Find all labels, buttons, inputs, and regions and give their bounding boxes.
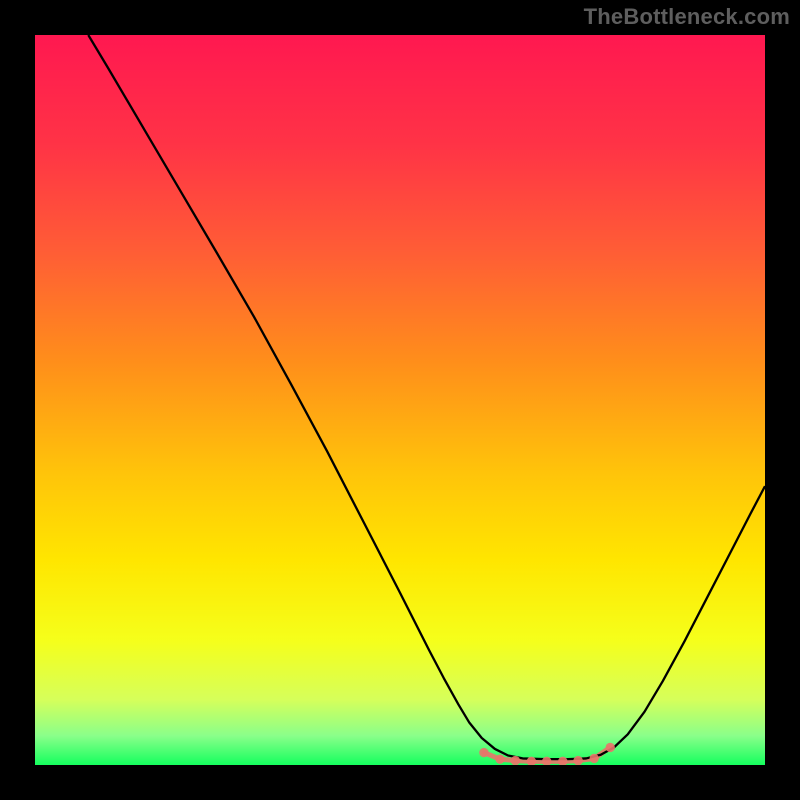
gradient-background <box>35 35 765 765</box>
plot-svg <box>35 35 765 765</box>
marker-dot <box>495 754 504 763</box>
marker-dot <box>479 748 488 757</box>
marker-dot <box>606 743 615 752</box>
chart-container: TheBottleneck.com <box>0 0 800 800</box>
watermark-text: TheBottleneck.com <box>584 4 790 30</box>
marker-dot <box>589 754 598 763</box>
plot-area <box>35 35 765 765</box>
marker-dot <box>573 756 582 765</box>
marker-dot <box>511 756 520 765</box>
